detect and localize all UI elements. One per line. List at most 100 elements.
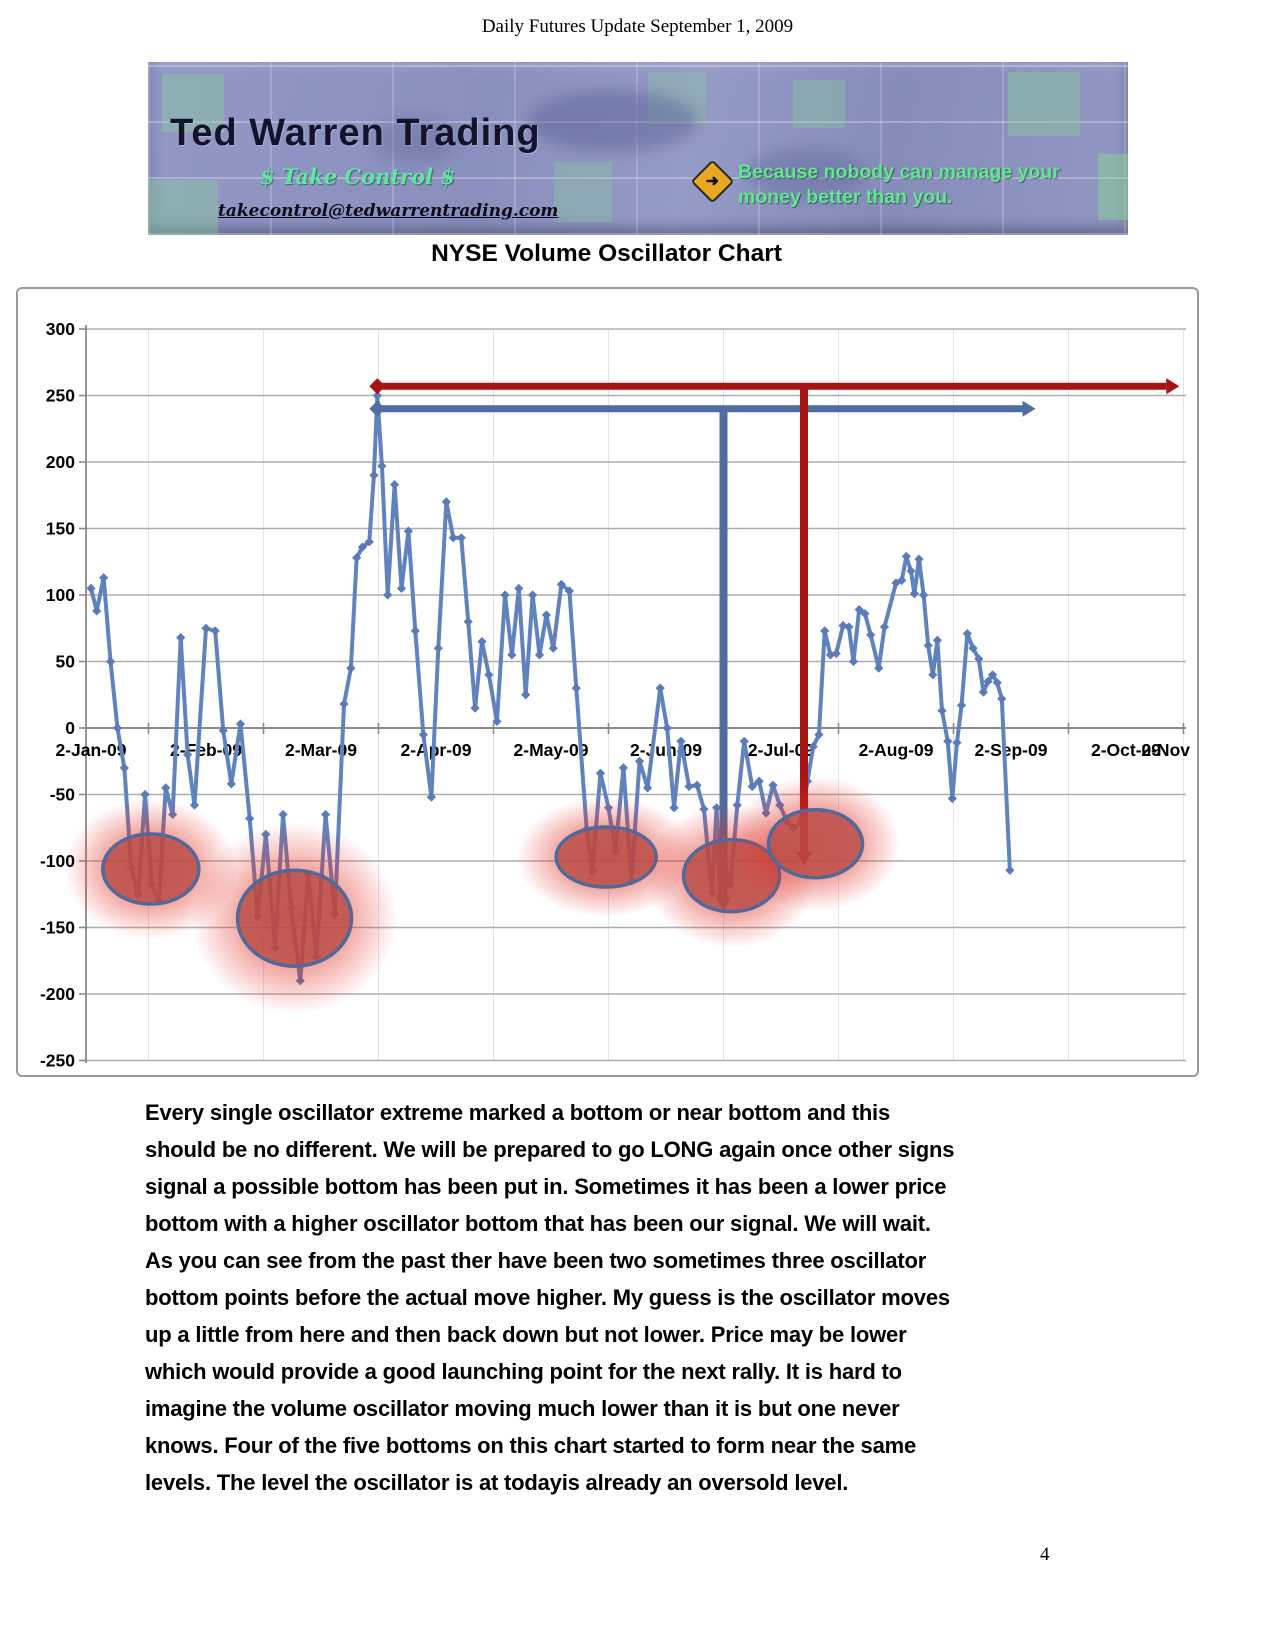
data-point-marker (390, 480, 400, 490)
x-axis-label: 2-May-09 (514, 740, 589, 760)
data-point-marker (754, 776, 764, 786)
data-point-marker (456, 533, 466, 543)
upper-blue-reference-start-diamond (369, 400, 386, 417)
data-point-marker (507, 650, 517, 660)
x-axis-label: 2-Nov (1141, 740, 1190, 760)
data-point-marker (879, 622, 890, 632)
data-point-marker (983, 676, 993, 687)
document-header: Daily Futures Update September 1, 2009 (481, 16, 794, 37)
data-point-marker (891, 578, 901, 588)
data-point-marker (226, 779, 236, 789)
banner-decoration (554, 162, 612, 222)
oscillator-chart-canvas: 300250200150100500-50-100-150-200-2502-J… (40, 319, 1190, 1071)
brand-tagline: $ Take Control $ (260, 164, 456, 189)
y-axis-label: 0 (65, 718, 75, 738)
data-point-marker (383, 590, 393, 600)
banner-decoration (162, 74, 224, 132)
x-axis-label: 2-Sep-09 (975, 740, 1048, 760)
data-point-marker (433, 643, 443, 653)
data-point-marker (377, 461, 387, 471)
data-point-marker (119, 763, 129, 773)
data-point-marker (418, 730, 428, 740)
brand-banner: Ted Warren Trading $ Take Control $ take… (148, 62, 1128, 235)
banner-decoration (746, 148, 866, 200)
data-point-marker (739, 736, 749, 746)
data-point-marker (914, 554, 924, 564)
data-point-marker (534, 650, 545, 660)
data-point-marker (988, 670, 998, 680)
data-point-marker (937, 706, 947, 716)
data-point-marker (932, 635, 942, 645)
banner-decoration (1008, 72, 1080, 136)
data-point-marker (521, 690, 531, 700)
data-point-marker (161, 783, 171, 793)
upper-red-reference-start-diamond (369, 378, 386, 395)
y-axis-label: -50 (50, 785, 76, 805)
right-arrow-icon: ➜ (705, 172, 720, 190)
data-point-marker (844, 622, 854, 632)
bottom-jan (101, 832, 201, 906)
brand-slogan: Because nobody can manage your money bet… (738, 160, 1060, 210)
data-point-marker (463, 617, 473, 627)
data-point-marker (860, 609, 870, 619)
data-point-marker (684, 781, 694, 792)
data-point-marker (897, 575, 907, 585)
data-point-marker (514, 583, 524, 593)
data-point-marker (825, 650, 836, 660)
data-point-marker (854, 605, 864, 615)
data-point-marker (692, 780, 702, 790)
data-point-marker (369, 470, 379, 480)
data-point-marker (808, 742, 818, 752)
data-point-marker (571, 683, 581, 693)
y-axis-label: -250 (40, 1051, 75, 1071)
bottom-feb-mar (235, 868, 354, 968)
data-point-marker (500, 590, 510, 600)
data-point-marker (919, 590, 929, 600)
data-point-marker (978, 687, 988, 697)
data-point-marker (556, 579, 566, 589)
brand-name: Ted Warren Trading (170, 112, 541, 154)
data-point-marker (820, 626, 830, 636)
data-point-marker (952, 738, 962, 748)
y-axis-label: -200 (40, 984, 75, 1004)
data-point-marker (747, 781, 757, 792)
x-axis-label: 2-Mar-09 (285, 740, 357, 760)
banner-decoration (1098, 154, 1128, 220)
data-point-marker (278, 809, 288, 820)
slogan-line-1: Because nobody can manage your (738, 161, 1060, 183)
data-point-marker (470, 703, 480, 713)
data-point-marker (669, 803, 679, 813)
data-point-marker (448, 533, 458, 543)
brand-email: takecontrol@tedwarrentrading.com (218, 201, 559, 221)
data-point-marker (426, 792, 436, 802)
data-point-marker (218, 726, 228, 736)
upper-blue-reference-end-arrow (1022, 400, 1036, 417)
data-point-marker (634, 756, 645, 766)
data-point-marker (235, 719, 246, 729)
data-point-marker (357, 542, 367, 552)
data-point-marker (346, 663, 356, 673)
bottom-may (554, 825, 658, 889)
data-point-marker (928, 670, 938, 680)
y-axis-label: 200 (46, 452, 75, 472)
data-point-marker (372, 390, 382, 401)
data-point-marker (956, 700, 967, 710)
upper-red-reference-end-arrow (1166, 378, 1180, 395)
slogan-line-2: money better than you. (738, 186, 953, 208)
y-axis-label: 100 (46, 585, 75, 605)
y-axis-label: 300 (46, 319, 75, 339)
data-point-marker (441, 497, 451, 507)
data-point-marker (484, 670, 494, 680)
data-point-marker (901, 551, 911, 562)
page-number: 4 (1040, 1544, 1050, 1565)
banner-decoration (528, 90, 698, 152)
data-point-marker (676, 736, 686, 746)
data-point-marker (838, 620, 848, 631)
data-point-marker (86, 583, 96, 593)
data-point-marker (595, 768, 606, 778)
banner-decoration (793, 80, 845, 128)
data-point-marker (396, 583, 407, 593)
banner-decoration (148, 180, 218, 235)
data-point-marker (1005, 865, 1015, 875)
data-point-marker (352, 553, 362, 563)
